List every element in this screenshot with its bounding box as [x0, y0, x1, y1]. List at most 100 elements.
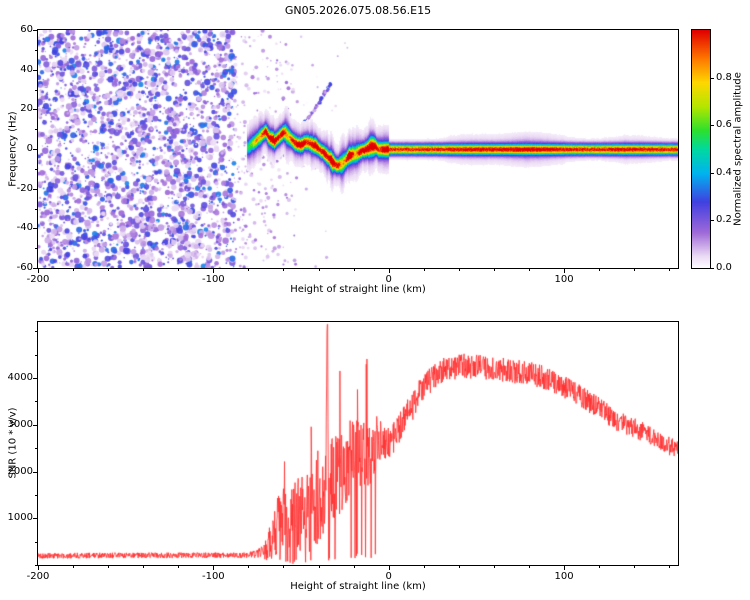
x-tick-minor	[248, 566, 250, 568]
x-tick-minor	[669, 566, 671, 568]
x-tick-minor	[458, 566, 460, 568]
x-tick-minor	[73, 566, 75, 568]
x-tick-minor	[283, 269, 285, 271]
colorbar-tick-label: 0.2	[716, 214, 732, 226]
x-tick-minor	[178, 566, 180, 568]
x-tick-minor	[108, 269, 110, 271]
x-tick-label: -100	[201, 274, 225, 285]
colorbar-tick-label: 0.4	[716, 166, 732, 178]
x-tick-minor	[108, 566, 110, 568]
x-tick-major	[388, 269, 390, 273]
y-tick-label: 40	[20, 63, 33, 75]
x-tick-minor	[248, 269, 250, 271]
x-tick-label: 0	[385, 571, 392, 582]
spectrogram-canvas	[38, 30, 678, 268]
x-tick-label: -200	[26, 571, 50, 582]
y-tick-label: 4000	[7, 372, 33, 384]
y-tick-minor	[35, 168, 37, 170]
spectrogram-xlabel: Height of straight line (km)	[290, 284, 426, 295]
y-tick-minor	[35, 565, 37, 566]
x-tick-major	[213, 269, 215, 273]
colorbar-tick	[711, 125, 714, 127]
x-tick-minor	[423, 566, 425, 568]
x-tick-minor	[528, 566, 530, 568]
y-tick-label: 60	[20, 24, 33, 35]
y-tick-label: 3000	[7, 418, 33, 430]
colorbar-canvas	[692, 30, 710, 268]
x-tick-minor	[283, 566, 285, 568]
y-tick-minor	[35, 49, 37, 51]
y-tick-major	[33, 30, 37, 31]
x-tick-minor	[423, 269, 425, 271]
y-tick-label: 2000	[7, 465, 33, 477]
spectrogram-panel	[37, 29, 679, 269]
y-tick-minor	[35, 354, 37, 356]
y-tick-major	[33, 424, 37, 426]
y-tick-minor	[35, 331, 37, 333]
y-tick-minor	[35, 89, 37, 91]
x-tick-label: 100	[554, 571, 574, 582]
y-tick-label: -60	[16, 262, 33, 273]
x-tick-minor	[634, 566, 636, 568]
y-tick-major	[33, 228, 37, 230]
y-tick-minor	[35, 541, 37, 543]
y-tick-minor	[35, 208, 37, 210]
x-tick-minor	[458, 269, 460, 271]
x-tick-minor	[493, 269, 495, 271]
snr-canvas	[38, 322, 678, 565]
x-tick-minor	[634, 269, 636, 271]
y-tick-major	[33, 149, 37, 150]
y-tick-major	[33, 268, 37, 269]
x-tick-minor	[73, 269, 75, 271]
y-tick-major	[33, 69, 37, 71]
colorbar-tick	[711, 268, 714, 269]
y-tick-major	[33, 518, 37, 520]
x-tick-label: -100	[201, 571, 225, 582]
y-tick-major	[33, 188, 37, 190]
x-tick-minor	[528, 269, 530, 271]
colorbar-label: Normalized spectral amplitude	[732, 72, 744, 226]
y-tick-major	[33, 471, 37, 473]
colorbar-tick	[711, 172, 714, 174]
colorbar-tick	[711, 220, 714, 222]
x-tick-major	[38, 269, 39, 273]
x-tick-minor	[143, 269, 145, 271]
x-tick-label: 0	[385, 274, 392, 285]
x-tick-minor	[599, 566, 601, 568]
y-tick-label: -20	[16, 182, 33, 194]
colorbar	[691, 29, 711, 269]
figure-title: GN05.2026.075.08.56.E15	[284, 4, 432, 17]
x-tick-label: -200	[26, 274, 50, 285]
y-tick-minor	[35, 494, 37, 496]
y-tick-label: 0	[26, 143, 33, 154]
x-tick-major	[564, 269, 566, 273]
x-tick-label: 100	[554, 274, 574, 285]
colorbar-tick	[711, 77, 714, 79]
y-tick-minor	[35, 401, 37, 403]
x-tick-minor	[178, 269, 180, 271]
x-tick-minor	[669, 269, 671, 271]
x-tick-minor	[353, 566, 355, 568]
y-tick-label: 1000	[7, 512, 33, 524]
x-tick-major	[388, 566, 390, 570]
x-tick-minor	[318, 566, 320, 568]
y-tick-minor	[35, 448, 37, 450]
colorbar-tick-label: 0.0	[716, 262, 732, 273]
y-tick-major	[33, 378, 37, 380]
y-tick-major	[33, 109, 37, 111]
x-tick-minor	[599, 269, 601, 271]
x-tick-major	[38, 566, 39, 570]
x-tick-major	[564, 566, 566, 570]
y-tick-label: -40	[16, 222, 33, 234]
x-tick-major	[213, 566, 215, 570]
snr-xlabel: Height of straight line (km)	[290, 581, 426, 592]
colorbar-tick-label: 0.8	[716, 71, 732, 83]
x-tick-minor	[143, 566, 145, 568]
y-tick-minor	[35, 248, 37, 250]
colorbar-tick-label: 0.6	[716, 119, 732, 131]
snr-panel	[37, 321, 679, 566]
x-tick-minor	[493, 566, 495, 568]
y-tick-minor	[35, 129, 37, 131]
x-tick-minor	[353, 269, 355, 271]
